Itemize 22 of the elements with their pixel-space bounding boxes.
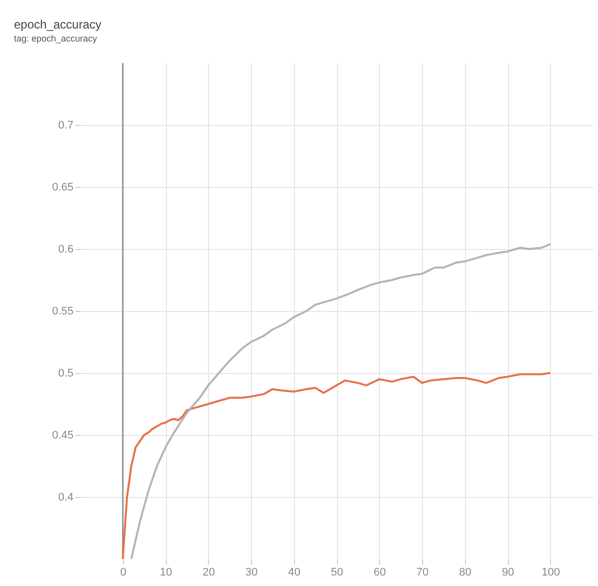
x-tick-label: 0 (120, 566, 126, 578)
x-tick-label: 70 (416, 566, 429, 578)
y-tick-label: 0.55 (52, 306, 74, 318)
x-tick-label: 100 (542, 566, 560, 578)
x-tick-label: 90 (502, 566, 514, 578)
x-tick-label: 50 (330, 566, 344, 578)
x-tick-label: 80 (459, 566, 472, 578)
x-tick-label: 60 (374, 566, 386, 578)
line-series (122, 372, 552, 560)
x-tick-label: 30 (245, 566, 258, 578)
y-tick-label: 0.45 (52, 430, 74, 442)
x-tick-label: 20 (202, 566, 215, 578)
y-tick-label: 0.4 (58, 492, 74, 504)
x-tick-label: 10 (160, 566, 172, 578)
y-tick-label: 0.6 (58, 244, 74, 256)
y-tick-label: 0.65 (52, 182, 74, 194)
y-tick-label: 0.5 (58, 368, 74, 380)
chart-title: epoch_accuracy (14, 17, 102, 32)
line-series (130, 243, 552, 560)
y-tick-label: 0.7 (58, 120, 74, 132)
chart-subtitle: tag: epoch_accuracy (14, 33, 98, 44)
x-tick-label: 40 (288, 566, 300, 578)
